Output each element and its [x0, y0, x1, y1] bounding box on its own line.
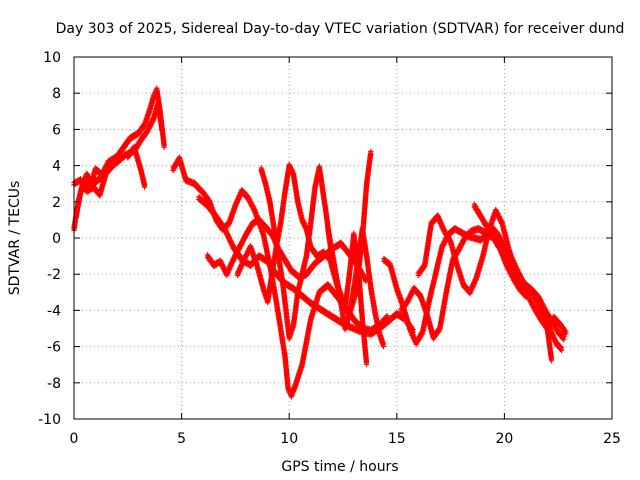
data-point — [161, 144, 167, 150]
data-point — [159, 128, 165, 134]
data-point — [142, 184, 148, 190]
chart-title: Day 303 of 2025, Sidereal Day-to-day VTE… — [56, 21, 625, 37]
grid-lines — [74, 57, 612, 419]
series-arc-3 — [125, 143, 148, 190]
data-points — [71, 85, 569, 400]
